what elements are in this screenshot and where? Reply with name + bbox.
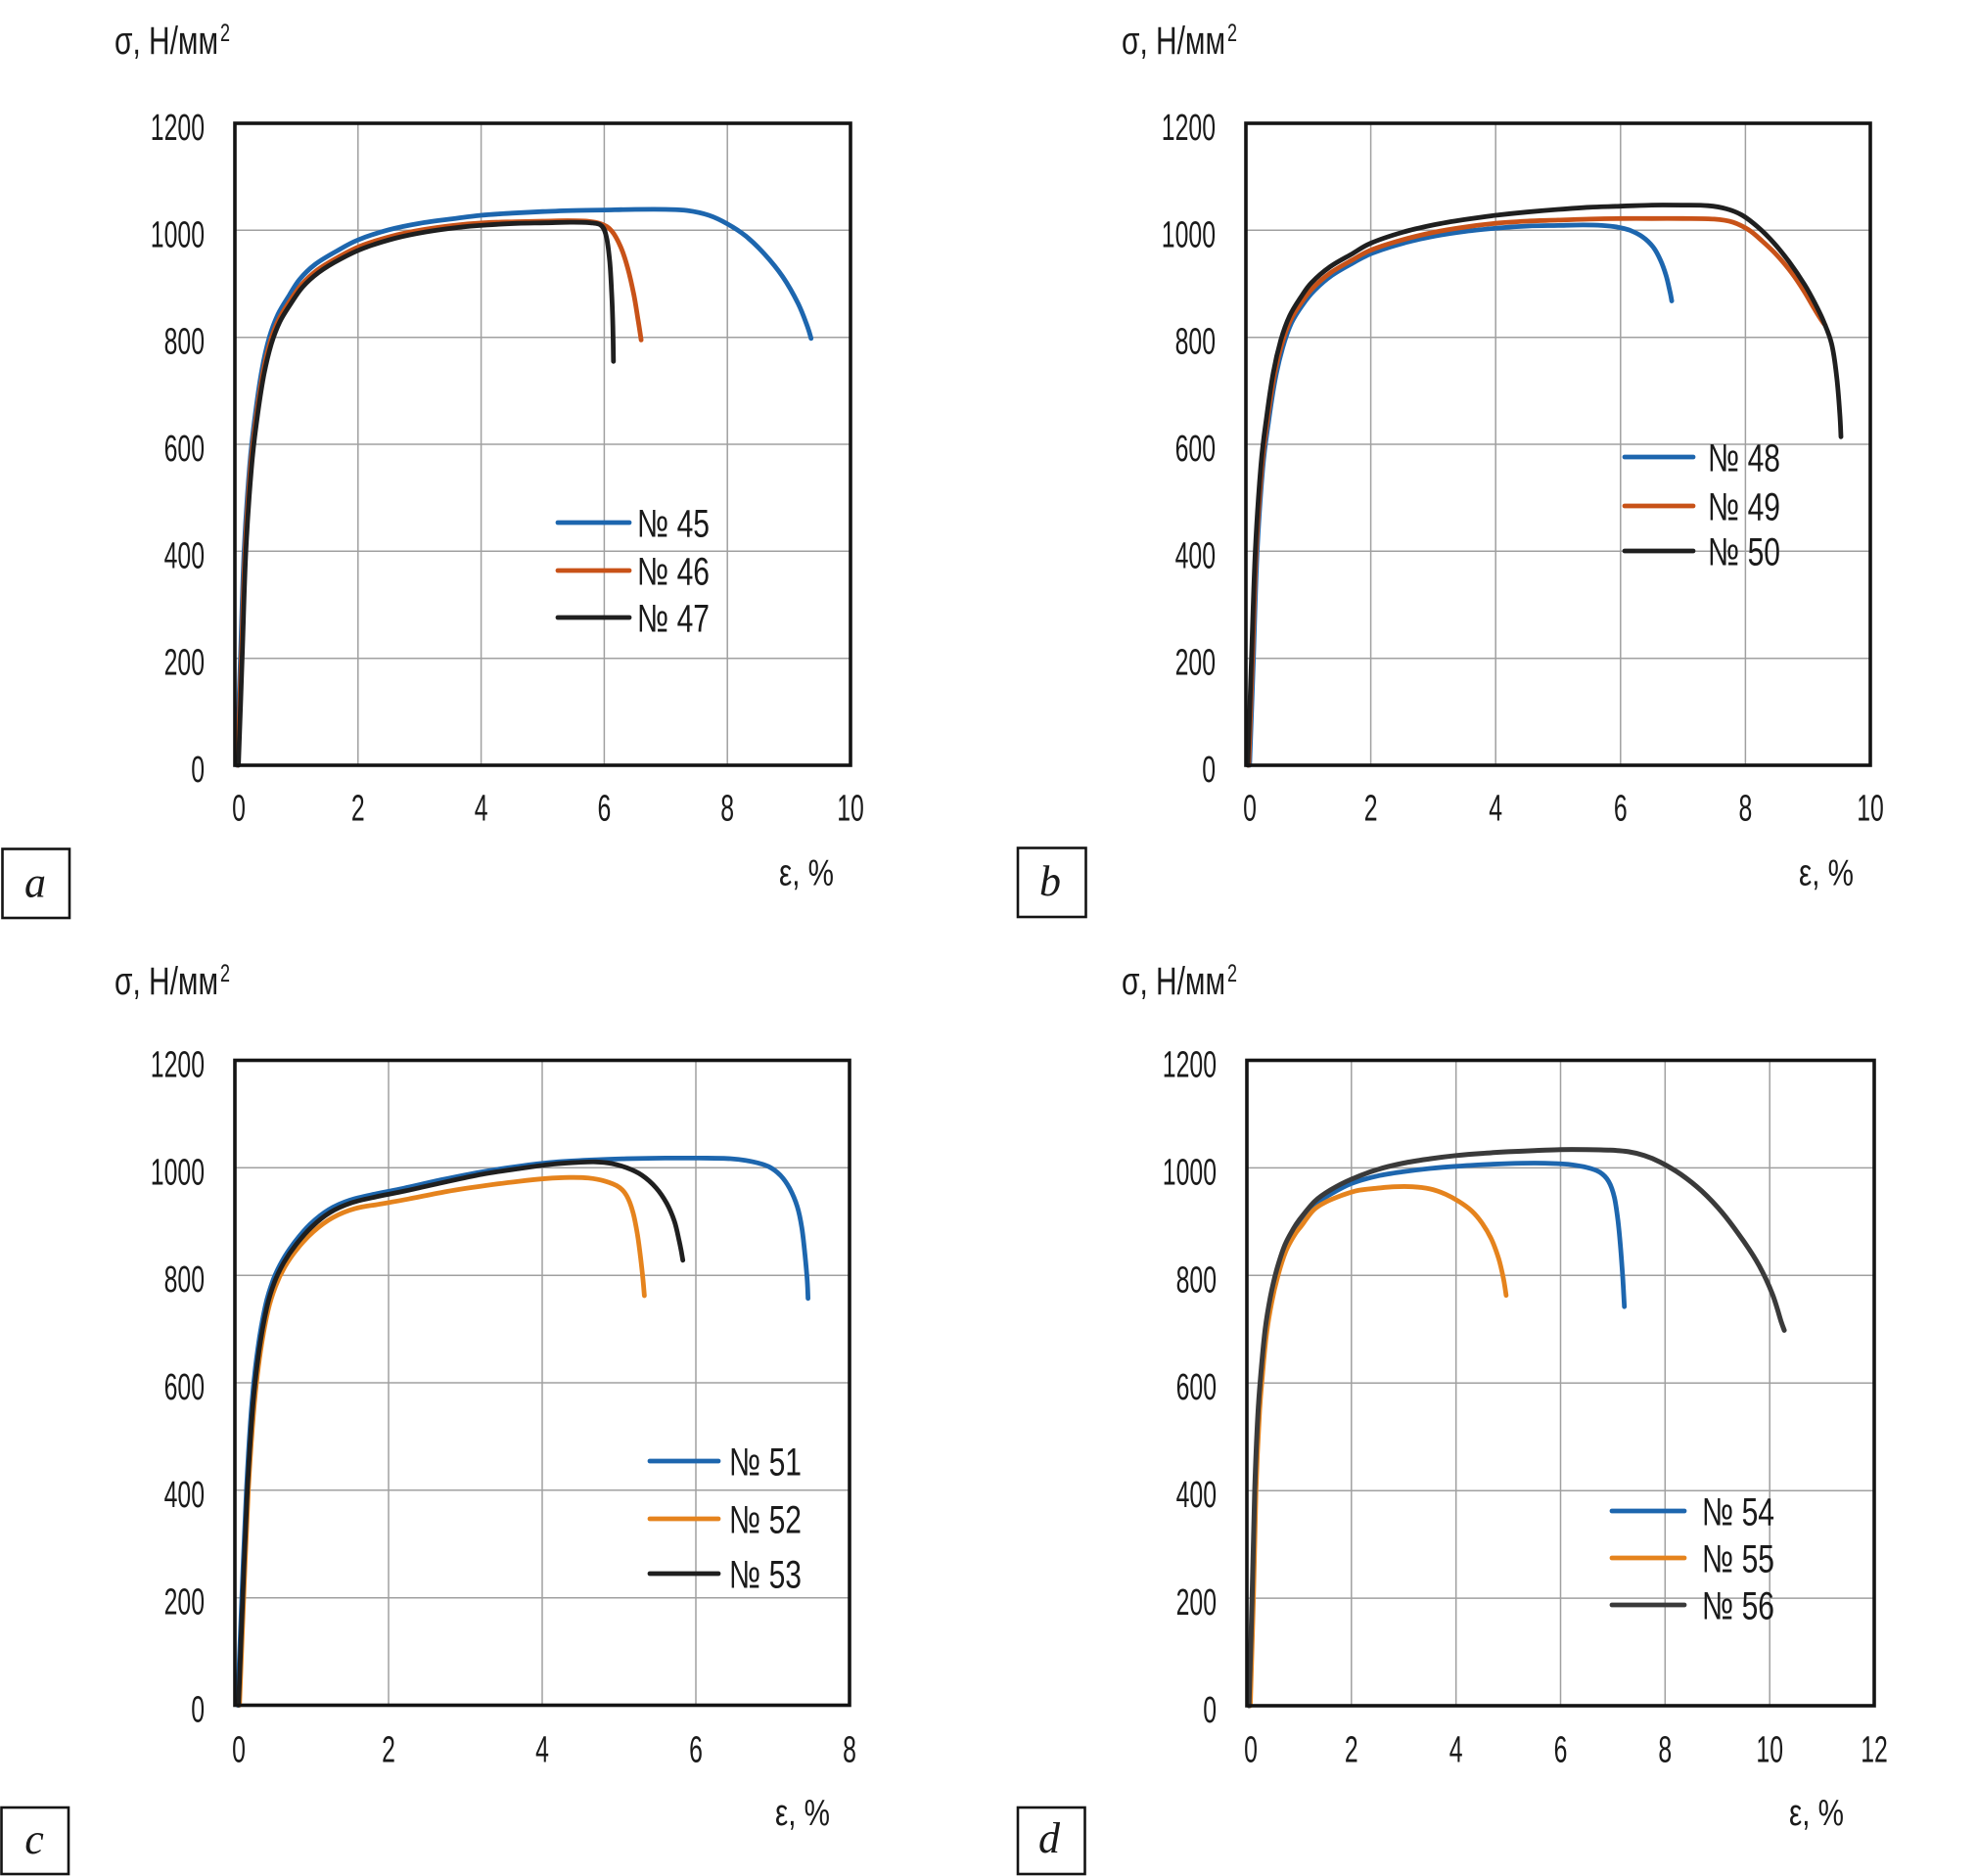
svg-text:b: b [1039,857,1061,905]
svg-text:200: 200 [164,643,205,684]
svg-text:1000: 1000 [151,214,205,255]
svg-text:800: 800 [1175,322,1216,363]
svg-text:2: 2 [1345,1730,1358,1771]
svg-text:ε, %: ε, % [775,1793,830,1834]
svg-text:σ, Н/мм: σ, Н/мм [115,960,218,1003]
svg-text:8: 8 [1658,1730,1672,1771]
svg-text:10: 10 [1857,789,1884,830]
svg-text:0: 0 [191,1690,205,1731]
svg-text:800: 800 [1176,1259,1217,1301]
svg-text:2: 2 [382,1730,395,1771]
svg-text:a: a [24,859,46,907]
svg-text:ε, %: ε, % [1799,853,1854,894]
svg-text:6: 6 [1554,1730,1568,1771]
svg-text:4: 4 [475,789,488,830]
svg-text:1000: 1000 [1163,1152,1217,1193]
svg-text:ε, %: ε, % [1789,1793,1844,1834]
svg-text:600: 600 [1175,429,1216,470]
svg-text:№ 53: № 53 [729,1554,802,1597]
svg-text:4: 4 [535,1730,549,1771]
svg-text:8: 8 [1739,789,1753,830]
svg-text:1200: 1200 [151,108,205,149]
svg-text:1200: 1200 [151,1045,205,1086]
svg-text:0: 0 [1243,789,1257,830]
svg-text:800: 800 [164,1259,205,1301]
svg-text:2: 2 [351,789,365,830]
svg-text:1000: 1000 [151,1152,205,1193]
svg-text:σ, Н/мм: σ, Н/мм [1122,20,1225,63]
svg-text:2: 2 [1227,20,1237,47]
svg-text:200: 200 [1176,1582,1217,1624]
svg-text:№ 46: № 46 [637,551,710,594]
svg-text:d: d [1038,1814,1061,1862]
svg-text:200: 200 [164,1582,205,1624]
svg-text:10: 10 [1756,1730,1783,1771]
svg-text:ε, %: ε, % [779,853,834,894]
svg-text:6: 6 [598,789,612,830]
svg-text:№ 48: № 48 [1708,437,1780,480]
svg-text:8: 8 [843,1730,856,1771]
svg-text:200: 200 [1175,643,1216,684]
svg-text:4: 4 [1489,789,1502,830]
svg-text:6: 6 [1614,789,1628,830]
svg-text:σ, Н/мм: σ, Н/мм [1122,960,1225,1003]
svg-text:400: 400 [164,1475,205,1516]
svg-text:1200: 1200 [1163,1045,1217,1086]
svg-text:6: 6 [689,1730,703,1771]
svg-text:№ 52: № 52 [729,1499,802,1542]
svg-text:0: 0 [1202,750,1216,791]
svg-text:c: c [24,1815,44,1863]
svg-text:№ 49: № 49 [1708,486,1780,529]
svg-text:№ 51: № 51 [729,1441,802,1485]
svg-text:800: 800 [164,322,205,363]
svg-text:№ 55: № 55 [1702,1538,1774,1581]
svg-text:600: 600 [164,1367,205,1408]
svg-text:600: 600 [1176,1367,1217,1408]
svg-text:0: 0 [191,750,205,791]
svg-text:4: 4 [1449,1730,1463,1771]
svg-text:1000: 1000 [1162,214,1216,255]
svg-text:2: 2 [1227,960,1237,987]
svg-text:400: 400 [164,535,205,576]
svg-text:№ 56: № 56 [1702,1585,1774,1628]
svg-text:0: 0 [1203,1690,1217,1731]
svg-text:1200: 1200 [1162,108,1216,149]
svg-text:10: 10 [837,789,864,830]
svg-text:600: 600 [164,429,205,470]
svg-text:12: 12 [1861,1730,1888,1771]
svg-text:2: 2 [220,960,230,987]
svg-text:№ 54: № 54 [1702,1491,1774,1534]
svg-text:№ 50: № 50 [1708,531,1780,574]
svg-text:2: 2 [1364,789,1378,830]
svg-text:400: 400 [1175,535,1216,576]
svg-text:№ 47: № 47 [637,598,710,641]
svg-text:0: 0 [1244,1730,1258,1771]
svg-text:8: 8 [720,789,734,830]
svg-text:№ 45: № 45 [637,503,710,546]
svg-text:0: 0 [232,789,246,830]
svg-text:0: 0 [232,1730,246,1771]
svg-text:2: 2 [220,20,230,47]
svg-text:400: 400 [1176,1475,1217,1516]
svg-text:σ, Н/мм: σ, Н/мм [115,20,218,63]
